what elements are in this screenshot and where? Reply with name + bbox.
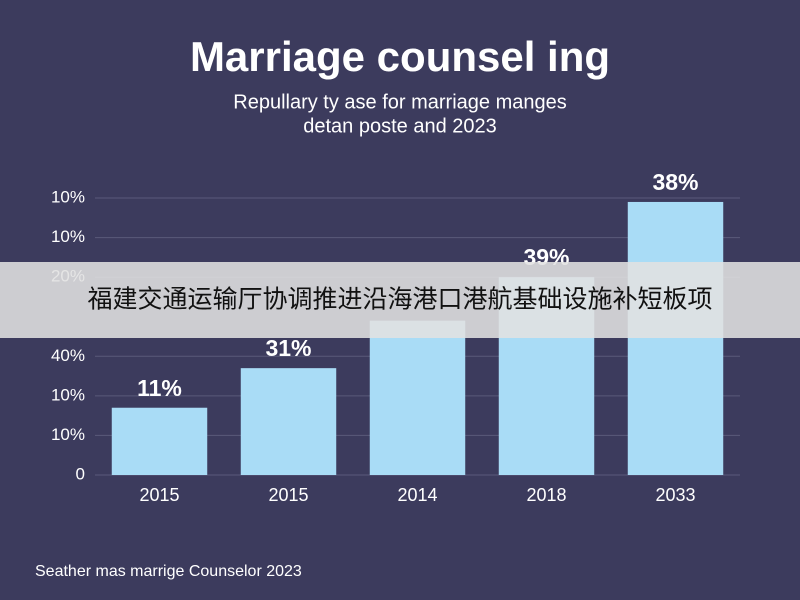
- y-tick-label: 10%: [51, 187, 85, 206]
- bar: [627, 201, 724, 475]
- footer: Seather mas marrige Counselor 2023: [35, 563, 302, 580]
- y-tick-label: 40%: [51, 346, 85, 365]
- subtitle: Repullary ty ase for marriage manges: [233, 91, 566, 113]
- overlay-banner: [0, 262, 800, 338]
- x-tick-label: 2033: [655, 485, 695, 505]
- y-tick-label: 10%: [51, 227, 85, 246]
- bar: [111, 407, 208, 475]
- bar-label: 31%: [265, 335, 311, 361]
- y-tick-label: 0: [76, 464, 85, 483]
- bar-label: 38%: [652, 169, 698, 195]
- x-tick-label: 2014: [397, 485, 437, 505]
- y-tick-label: 10%: [51, 425, 85, 444]
- overlay-text: 福建交通运输厅协调推进沿海港口港航基础设施补短板项: [87, 286, 712, 314]
- y-tick-label: 10%: [51, 385, 85, 404]
- chart-title: Marriage counsel ing: [190, 33, 610, 80]
- bar-label: 11%: [137, 375, 182, 401]
- x-tick-label: 2018: [526, 485, 566, 505]
- subtitle: detan poste and 2023: [303, 115, 497, 137]
- bar: [369, 320, 466, 475]
- bar: [240, 368, 337, 475]
- x-tick-label: 2015: [139, 485, 179, 505]
- x-tick-label: 2015: [268, 485, 308, 505]
